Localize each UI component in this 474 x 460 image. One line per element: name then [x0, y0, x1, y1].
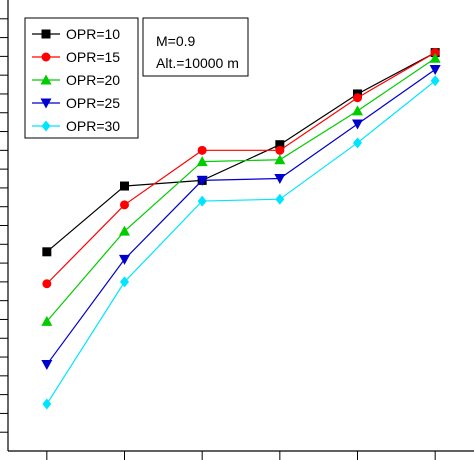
- data-point: [275, 145, 285, 155]
- data-point: [197, 195, 207, 207]
- data-point: [42, 398, 52, 410]
- data-point: [275, 193, 285, 205]
- data-point: [197, 145, 207, 155]
- data-point: [196, 156, 208, 167]
- data-point: [119, 254, 130, 265]
- series-line: [46, 52, 436, 285]
- legend-label: OPR=10: [66, 26, 120, 42]
- annotation-box: [142, 17, 249, 77]
- legend-label: OPR=25: [66, 95, 120, 111]
- legend-item-5: OPR=30: [32, 118, 120, 134]
- series-3: [41, 52, 441, 326]
- legend-item-4: OPR=25: [32, 95, 120, 111]
- legend-item-1: OPR=10: [32, 26, 120, 42]
- annotation-altitude: Alt.=10000 m: [156, 55, 239, 71]
- legend-item-2: OPR=15: [32, 49, 120, 65]
- data-point: [275, 140, 285, 150]
- series-4: [41, 65, 441, 371]
- data-point: [429, 65, 441, 76]
- data-point: [41, 315, 53, 326]
- data-point: [274, 154, 286, 165]
- series-line: [46, 57, 436, 322]
- data-point: [119, 225, 130, 236]
- annotation: M=0.9 Alt.=10000 m: [142, 17, 249, 77]
- legend-label: OPR=20: [66, 72, 120, 88]
- data-point: [353, 93, 362, 103]
- legend-marker: [41, 120, 51, 132]
- data-point: [120, 200, 129, 210]
- legend-label: OPR=15: [66, 49, 120, 65]
- annotation-mach: M=0.9: [156, 33, 196, 49]
- data-point: [120, 276, 129, 288]
- data-point: [42, 247, 52, 257]
- legend-marker: [40, 98, 52, 109]
- legend-marker: [41, 52, 51, 62]
- data-point: [429, 52, 441, 63]
- data-point: [120, 181, 129, 191]
- legend-label: OPR=30: [66, 118, 120, 134]
- legend-item-3: OPR=20: [32, 72, 120, 88]
- data-point: [352, 119, 363, 130]
- legend: OPR=10 OPR=15 OPR=20 OPR=25 OPR=30: [24, 17, 139, 139]
- data-point: [41, 360, 53, 371]
- series-5: [42, 75, 440, 410]
- data-point: [42, 279, 52, 289]
- series-line: [46, 69, 436, 365]
- series-2: [42, 48, 440, 289]
- series-line: [46, 52, 436, 253]
- series-layer: [41, 48, 441, 410]
- data-point: [353, 137, 362, 149]
- data-point: [274, 174, 286, 185]
- data-point: [430, 75, 440, 87]
- legend-marker: [40, 74, 52, 85]
- series-line: [46, 80, 436, 405]
- data-point: [196, 175, 208, 186]
- legend-marker: [41, 29, 51, 39]
- data-point: [352, 105, 363, 116]
- data-point: [430, 48, 440, 58]
